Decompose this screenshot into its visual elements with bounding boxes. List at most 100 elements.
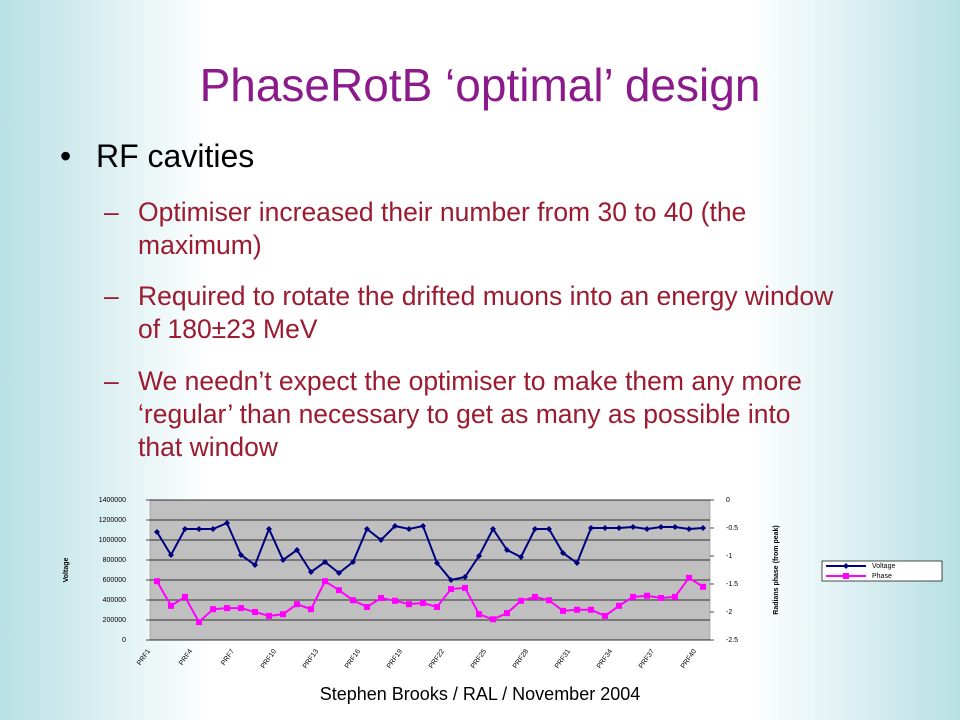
x-tick-label: PRF7 [220,648,236,667]
series-line [156,521,704,582]
x-tick-label: PRF25 [470,648,488,670]
marker [154,529,160,535]
legend-label: Phase [872,573,892,580]
marker [546,597,552,604]
x-tick-label: PRF13 [302,648,320,670]
x-tick-label: PRF28 [512,648,530,670]
sub-bullet: – Required to rotate the drifted muons in… [104,281,834,344]
marker [378,595,384,601]
marker [420,523,426,529]
marker [602,525,608,531]
marker [588,525,594,531]
marker [406,601,412,608]
marker [210,606,216,613]
marker [238,605,244,612]
footer: Stephen Brooks / RAL / November 2004 [319,684,641,704]
x-tick-label: PRF19 [386,648,404,670]
y-axis-label: Voltage [63,558,70,583]
marker [252,562,258,568]
x-tick-label: PRF34 [596,648,614,670]
marker [546,526,552,532]
marker [294,547,300,553]
y-tick-label: 600000 [103,577,126,584]
marker [322,559,328,565]
marker [504,547,510,553]
marker [406,526,412,532]
series-line [156,576,704,624]
marker [630,524,636,530]
marker [700,583,706,590]
x-tick-label: PRF40 [680,648,698,670]
marker [490,526,496,532]
sub-bullet: – We needn’t expect the optimiser to make… [104,365,834,464]
y2-tick-label: -1.5 [726,581,738,588]
marker [644,526,650,532]
marker [560,550,566,556]
y2-tick-label: -1 [726,553,732,560]
x-tick-label: PRF31 [554,648,572,670]
x-tick-label: PRF16 [344,648,362,670]
marker [504,610,510,617]
marker [644,592,650,599]
marker [224,520,230,526]
marker [182,526,188,532]
marker [308,606,314,613]
y-tick-label: 1200000 [99,517,126,524]
marker [588,606,594,613]
marker [490,616,496,623]
y-tick-label: 1000000 [99,537,126,544]
marker [336,570,342,576]
legend-marker [843,573,849,579]
marker [518,554,524,560]
y-tick-label: 400000 [103,597,126,604]
marker [350,597,356,604]
marker [686,526,692,532]
marker [280,557,286,563]
bullet-text: RF cavities [96,138,255,174]
marker [462,584,468,591]
marker [280,611,286,618]
marker [182,593,188,600]
marker [700,525,706,531]
marker [476,553,482,559]
y-tick-label: 1400000 [99,497,126,504]
marker [196,526,202,532]
sub-bullet-text: Optimiser increased their number from 30… [138,197,747,260]
marker [266,612,272,619]
marker [630,593,636,600]
x-tick-label: PRF4 [178,648,194,667]
marker [686,574,692,581]
marker [462,574,468,580]
marker [574,606,580,613]
marker [322,578,328,585]
marker [308,569,314,575]
marker [434,560,440,566]
marker [224,605,230,612]
x-tick-label: PRF37 [638,648,656,670]
marker [238,552,244,558]
y2-axis-label: Radians phase (from peak) [773,525,780,614]
marker [266,526,272,532]
marker [364,526,370,532]
plot-area [149,499,711,641]
marker [196,619,202,626]
marker [574,560,580,566]
y-tick-label: 200000 [103,617,126,624]
marker [210,526,216,532]
marker [364,603,370,610]
sub-bullet-text: We needn’t expect the optimiser to make … [138,366,802,462]
marker [518,597,524,604]
marker [168,552,174,558]
x-tick-label: PRF22 [428,648,446,670]
marker [434,603,440,610]
slide-title: PhaseRotB ‘optimal’ design [199,59,761,111]
marker [336,587,342,594]
y2-tick-label: -2 [726,609,732,616]
marker [658,595,664,601]
marker [392,597,398,604]
marker [616,525,622,531]
marker [658,524,664,530]
marker [448,586,454,593]
marker [154,578,160,585]
